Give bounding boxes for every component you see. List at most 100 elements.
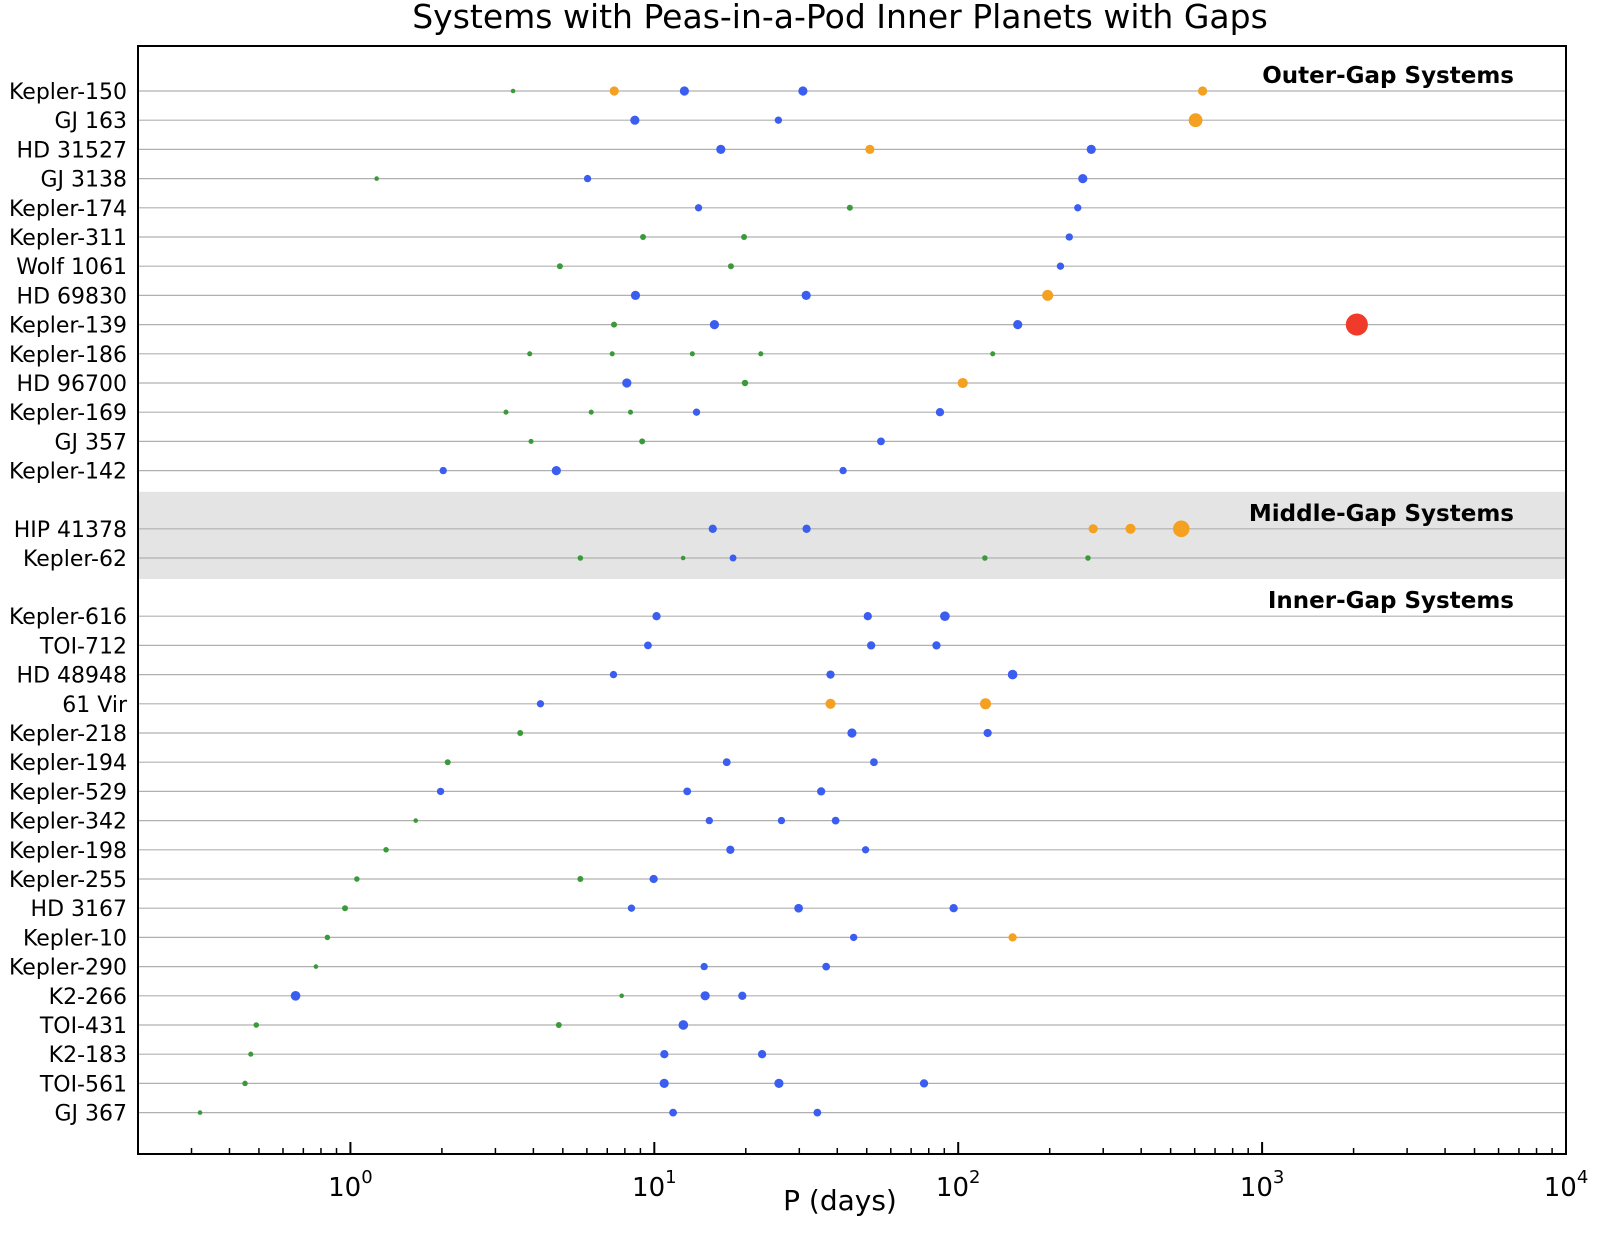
planet-point	[741, 379, 749, 387]
x-tick-label: 103	[1240, 1167, 1285, 1203]
planet-point	[678, 1020, 689, 1030]
planet-point	[527, 351, 533, 357]
y-tick-label: Kepler-194	[9, 751, 127, 776]
planet-point	[630, 115, 640, 125]
chart-title: Systems with Peas-in-a-Pod Inner Planets…	[412, 0, 1268, 36]
planet-point	[1008, 933, 1017, 942]
planet-point	[619, 993, 624, 999]
x-tick-label: 100	[328, 1167, 373, 1203]
planet-point	[689, 351, 695, 357]
planet-point	[738, 991, 747, 1000]
y-tick-label: Kepler-10	[23, 926, 127, 951]
planet-point	[652, 612, 661, 621]
y-tick-label: Kepler-616	[9, 605, 127, 630]
band-layer	[138, 491, 1566, 579]
y-tick-label: GJ 3138	[40, 168, 127, 193]
section-label: Outer-Gap Systems	[1262, 63, 1514, 89]
planet-point	[439, 466, 447, 475]
planet-point	[990, 351, 996, 357]
planet-point	[1078, 174, 1088, 184]
planet-point	[679, 86, 689, 96]
planet-point	[324, 934, 331, 941]
x-tick-label: 101	[632, 1167, 677, 1203]
planet-point	[649, 874, 658, 884]
planet-point	[1125, 523, 1136, 534]
planet-point	[774, 116, 783, 124]
y-tick-label: Kepler-218	[9, 722, 127, 747]
planet-point	[1013, 320, 1023, 330]
planet-point	[248, 1051, 254, 1057]
planet-point	[556, 263, 563, 270]
planet-point	[609, 86, 619, 96]
y-tick-label-layer: Kepler-150 GJ 163 HD 31527 GJ 3138 Kepler-17…	[9, 80, 128, 1127]
planet-point	[866, 641, 876, 650]
planet-point	[813, 1108, 822, 1117]
planet-point	[757, 1050, 767, 1059]
y-tick-label: Kepler-174	[9, 197, 127, 222]
y-tick-label: GJ 367	[54, 1102, 127, 1127]
planet-point	[980, 698, 992, 710]
planet-point	[825, 698, 836, 709]
planet-point	[1197, 86, 1208, 96]
y-tick-label: Kepler-255	[9, 868, 127, 893]
planet-point	[919, 1079, 929, 1088]
planet-point	[627, 904, 636, 912]
y-tick-label: Kepler-142	[9, 460, 127, 485]
x-tick-label: 102	[936, 1167, 981, 1203]
y-tick-label: Kepler-139	[9, 314, 127, 339]
planet-point	[932, 641, 941, 650]
y-tick-label: Kepler-186	[9, 343, 127, 368]
y-tick-label: Wolf 1061	[16, 255, 127, 280]
planet-point	[957, 377, 968, 389]
y-tick-label: HD 48948	[17, 664, 127, 689]
y-tick-label: Kepler-342	[9, 810, 127, 835]
planet-point	[644, 641, 652, 650]
planet-point	[290, 990, 301, 1001]
planet-point	[577, 555, 584, 561]
planet-point	[659, 1078, 669, 1088]
planet-point	[798, 86, 808, 96]
planet-point	[683, 787, 692, 796]
planet-point	[528, 438, 534, 444]
y-tick-label: Kepler-198	[9, 839, 127, 864]
planet-point	[383, 847, 389, 853]
section-label-layer: Outer-Gap Systems Middle-Gap Systems Inner…	[1249, 63, 1514, 614]
planet-point	[700, 962, 708, 971]
planet-point	[774, 1078, 784, 1088]
planet-point	[863, 612, 872, 621]
section-band	[138, 491, 1566, 579]
planet-point	[197, 1110, 203, 1115]
planet-point	[1007, 669, 1018, 680]
section-label: Inner-Gap Systems	[1268, 588, 1514, 614]
planet-point	[1088, 524, 1098, 534]
planet-point	[413, 818, 419, 823]
planet-point	[680, 555, 686, 561]
planet-point	[1074, 204, 1082, 212]
y-tick-label: Kepler-529	[9, 780, 127, 805]
planet-point	[503, 409, 509, 415]
planet-point	[822, 962, 831, 971]
planet-point	[669, 1108, 678, 1117]
planet-point	[727, 263, 734, 270]
planet-point	[444, 759, 451, 766]
planet-point	[577, 876, 584, 882]
planet-point	[777, 816, 786, 825]
planet-point	[726, 845, 735, 854]
planet-point	[1065, 233, 1073, 241]
planet-point	[1086, 144, 1096, 154]
y-tick-label: GJ 357	[54, 430, 127, 455]
x-axis-label: P (days)	[783, 1184, 897, 1217]
y-tick-label: K2-266	[49, 985, 127, 1010]
y-tick-label: GJ 163	[54, 109, 127, 134]
planet-point	[536, 700, 545, 708]
planet-point	[722, 758, 731, 767]
planet-point	[794, 903, 803, 913]
planet-point	[861, 846, 870, 854]
planet-point	[982, 555, 988, 561]
y-tick-label: Kepler-150	[9, 80, 127, 105]
planet-point	[342, 905, 349, 912]
y-tick-label: K2-183	[49, 1043, 127, 1068]
planet-point	[1172, 520, 1190, 538]
planet-point	[940, 611, 950, 622]
